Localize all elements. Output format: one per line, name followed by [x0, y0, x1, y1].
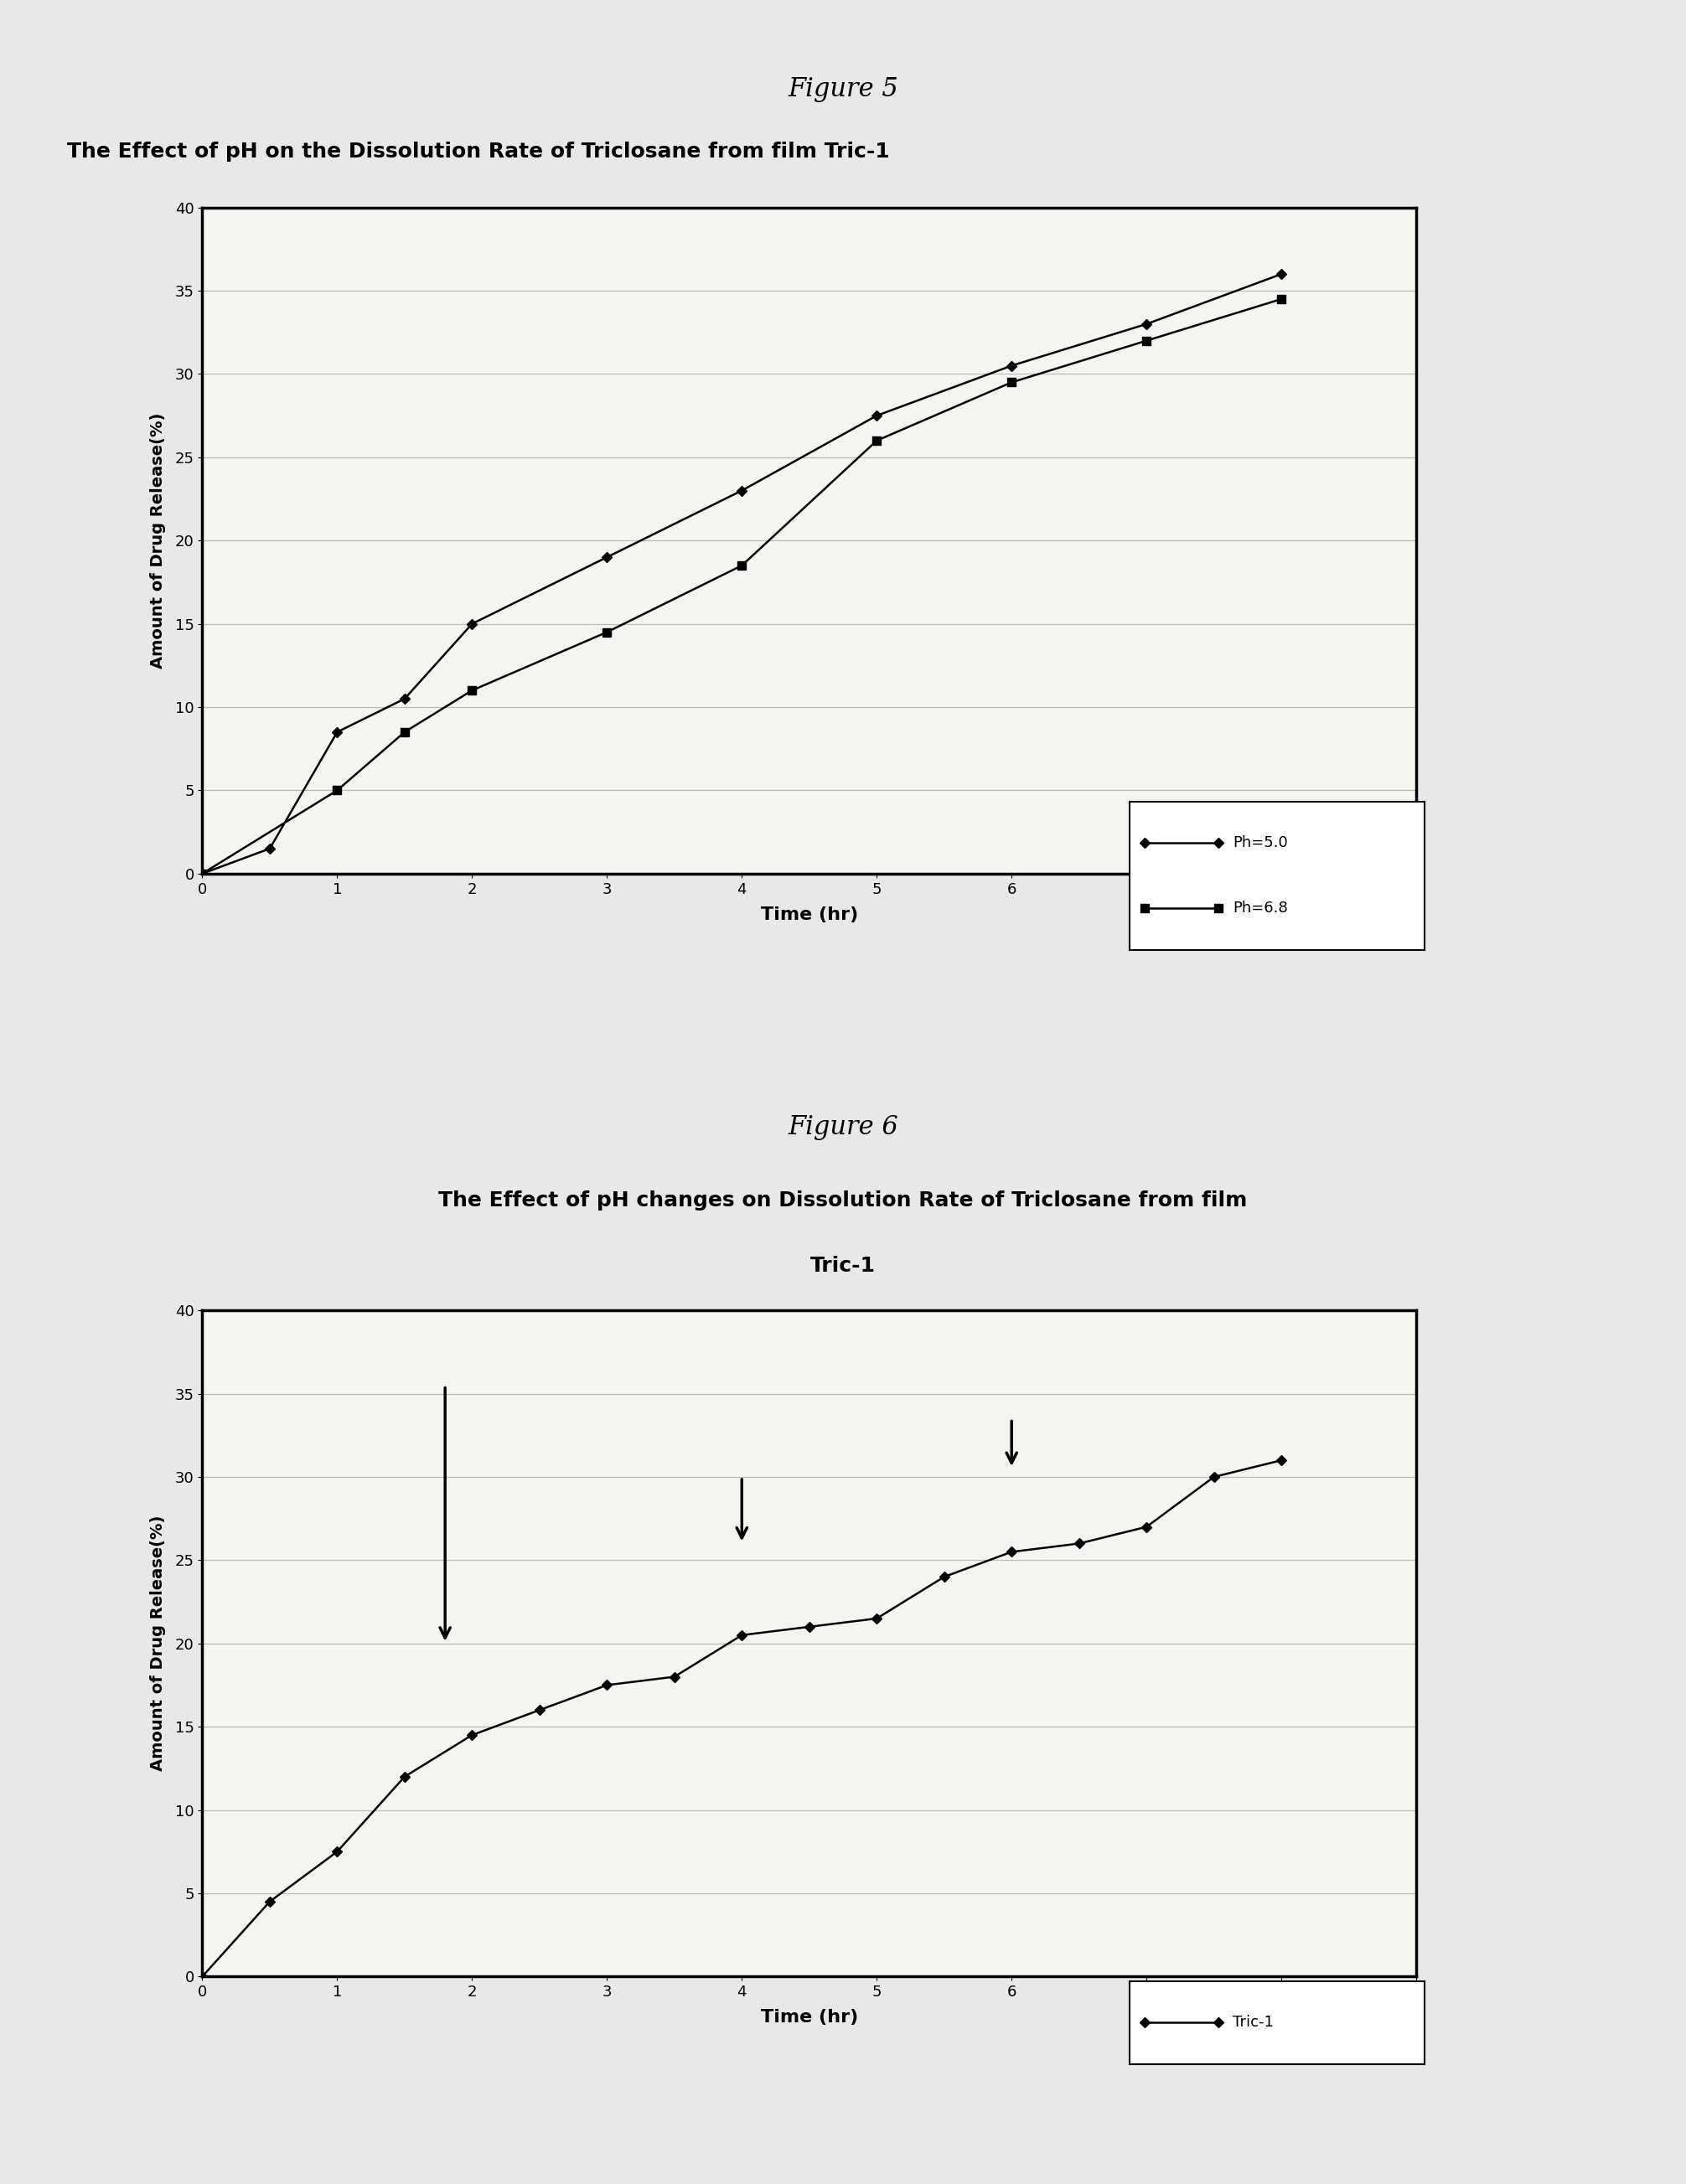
Ph=5.0 — [192, 860, 212, 887]
Ph=6.8 — [1136, 328, 1157, 354]
Ph=5.0 — [327, 719, 347, 745]
Line: Ph=6.8: Ph=6.8 — [199, 295, 1285, 878]
Text: Tric-1: Tric-1 — [811, 1256, 875, 1275]
X-axis label: Time (hr): Time (hr) — [760, 906, 858, 924]
Tric-1 — [395, 1765, 415, 1791]
Tric-1 — [1001, 1540, 1022, 1566]
Tric-1 — [462, 1721, 482, 1747]
Text: The Effect of pH on the Dissolution Rate of Triclosane from film Tric-1: The Effect of pH on the Dissolution Rate… — [67, 142, 890, 162]
Text: Ph=6.8: Ph=6.8 — [1232, 902, 1288, 915]
Text: The Effect of pH changes on Dissolution Rate of Triclosane from film: The Effect of pH changes on Dissolution … — [438, 1190, 1248, 1210]
Ph=6.8 — [867, 428, 887, 454]
Text: Figure 6: Figure 6 — [787, 1114, 899, 1140]
Ph=6.8 — [192, 860, 212, 887]
Ph=5.0 — [1001, 352, 1022, 378]
Ph=6.8 — [1001, 369, 1022, 395]
Tric-1 — [867, 1605, 887, 1631]
Ph=5.0 — [732, 478, 752, 505]
Ph=5.0 — [867, 402, 887, 428]
Ph=5.0 — [462, 612, 482, 638]
Text: Tric-1: Tric-1 — [1232, 2016, 1275, 2029]
Tric-1 — [664, 1664, 685, 1690]
Y-axis label: Amount of Drug Release(%): Amount of Drug Release(%) — [150, 413, 165, 668]
Ph=5.0 — [395, 686, 415, 712]
Ph=6.8 — [395, 719, 415, 745]
Tric-1 — [934, 1564, 954, 1590]
Ph=5.0 — [1271, 262, 1291, 288]
Tric-1 — [1136, 1514, 1157, 1540]
X-axis label: Time (hr): Time (hr) — [760, 2009, 858, 2027]
Ph=6.8 — [327, 778, 347, 804]
Y-axis label: Amount of Drug Release(%): Amount of Drug Release(%) — [150, 1516, 165, 1771]
Tric-1 — [192, 1963, 212, 1990]
Tric-1 — [529, 1697, 550, 1723]
Ph=5.0 — [597, 544, 617, 570]
Tric-1 — [1271, 1448, 1291, 1474]
Tric-1 — [597, 1673, 617, 1699]
Text: Figure 5: Figure 5 — [787, 76, 899, 103]
Tric-1 — [1069, 1531, 1089, 1557]
Ph=6.8 — [597, 618, 617, 644]
Line: Tric-1: Tric-1 — [199, 1457, 1285, 1981]
Ph=5.0 — [260, 836, 280, 863]
Tric-1 — [732, 1623, 752, 1649]
Ph=6.8 — [462, 677, 482, 703]
Tric-1 — [260, 1889, 280, 1915]
Tric-1 — [327, 1839, 347, 1865]
Tric-1 — [1204, 1463, 1224, 1489]
Ph=6.8 — [732, 553, 752, 579]
Ph=6.8 — [1271, 286, 1291, 312]
Text: Ph=5.0: Ph=5.0 — [1232, 836, 1288, 850]
Ph=5.0 — [1136, 310, 1157, 336]
Tric-1 — [799, 1614, 819, 1640]
Line: Ph=5.0: Ph=5.0 — [199, 271, 1285, 878]
